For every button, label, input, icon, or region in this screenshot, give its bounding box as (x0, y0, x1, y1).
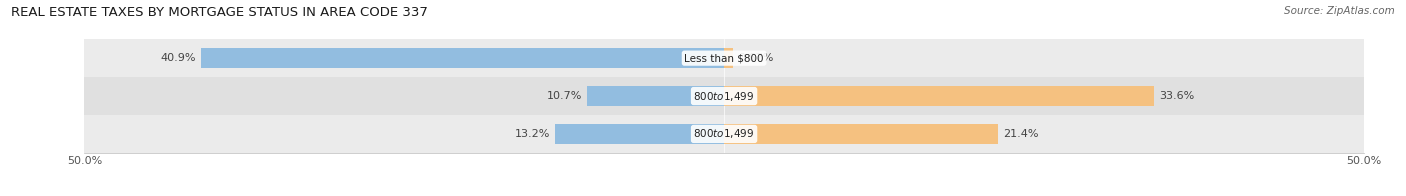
Text: $800 to $1,499: $800 to $1,499 (693, 127, 755, 140)
Bar (724, 86, 1154, 106)
Bar (84, 39, 1364, 77)
Text: REAL ESTATE TAXES BY MORTGAGE STATUS IN AREA CODE 337: REAL ESTATE TAXES BY MORTGAGE STATUS IN … (11, 6, 427, 19)
Bar (588, 86, 724, 106)
Bar (555, 124, 724, 144)
Text: Source: ZipAtlas.com: Source: ZipAtlas.com (1284, 6, 1395, 16)
Bar (724, 124, 998, 144)
Text: 21.4%: 21.4% (1002, 129, 1039, 139)
Text: 0.67%: 0.67% (738, 53, 773, 63)
Text: Less than $800: Less than $800 (685, 53, 763, 63)
Text: 33.6%: 33.6% (1159, 91, 1194, 101)
Bar (201, 48, 724, 68)
Text: 13.2%: 13.2% (515, 129, 550, 139)
Text: 40.9%: 40.9% (160, 53, 195, 63)
Bar (84, 115, 1364, 153)
Bar (724, 48, 733, 68)
Text: $800 to $1,499: $800 to $1,499 (693, 90, 755, 103)
Bar (84, 77, 1364, 115)
Text: 10.7%: 10.7% (547, 91, 582, 101)
